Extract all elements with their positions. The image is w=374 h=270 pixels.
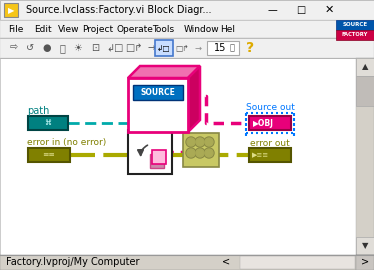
Text: error out: error out: [250, 139, 290, 147]
Text: ▶OBJ: ▶OBJ: [253, 119, 274, 127]
Bar: [133, 85, 183, 100]
Text: View: View: [58, 25, 80, 33]
Polygon shape: [188, 66, 200, 132]
Text: ⏸: ⏸: [59, 43, 65, 53]
Circle shape: [205, 138, 213, 146]
Text: ↲□: ↲□: [157, 43, 171, 52]
Bar: [155, 40, 173, 56]
Text: Edit: Edit: [34, 25, 52, 33]
Bar: [128, 130, 172, 174]
Bar: [356, 76, 374, 106]
Polygon shape: [128, 66, 200, 78]
Text: SOURCE: SOURCE: [141, 88, 175, 97]
Bar: [4, 3, 18, 17]
Circle shape: [204, 137, 214, 147]
Bar: [336, 20, 374, 30]
Text: File: File: [8, 25, 23, 33]
Text: SOURCE: SOURCE: [343, 22, 368, 28]
Bar: [336, 30, 374, 40]
Bar: [356, 237, 374, 255]
Bar: [356, 255, 374, 270]
Text: ▶: ▶: [8, 6, 14, 15]
Bar: [0, 58, 356, 255]
Bar: [356, 255, 374, 270]
Text: Factory.lvproj/My Computer: Factory.lvproj/My Computer: [6, 257, 140, 267]
Text: ↺: ↺: [26, 43, 34, 53]
Text: ●: ●: [43, 43, 51, 53]
Bar: [0, 20, 374, 38]
Text: →: →: [148, 43, 156, 53]
Bar: [356, 58, 374, 76]
Text: Project: Project: [82, 25, 113, 33]
Text: ⊡: ⊡: [91, 43, 99, 53]
Text: Hel: Hel: [220, 25, 235, 33]
Circle shape: [204, 148, 214, 158]
Bar: [356, 58, 374, 255]
Bar: [249, 148, 291, 162]
Text: —: —: [267, 5, 277, 15]
Text: error in (no error): error in (no error): [27, 139, 106, 147]
Text: FACTORY: FACTORY: [342, 32, 368, 38]
Text: Tools: Tools: [152, 25, 174, 33]
Bar: [0, 38, 374, 58]
Text: ▲: ▲: [362, 62, 368, 72]
Text: <: <: [222, 257, 230, 267]
Circle shape: [186, 148, 196, 158]
Text: ▶≡≡: ▶≡≡: [252, 152, 269, 158]
Text: Source out: Source out: [246, 103, 294, 113]
Text: □: □: [296, 5, 306, 15]
Text: 15: 15: [214, 43, 226, 53]
Circle shape: [195, 137, 205, 147]
Text: 🔍: 🔍: [230, 43, 234, 52]
Bar: [207, 41, 239, 55]
Text: ▼: ▼: [362, 241, 368, 251]
Bar: [240, 256, 355, 269]
Text: Operate: Operate: [117, 25, 154, 33]
Circle shape: [187, 138, 195, 146]
Bar: [0, 255, 374, 270]
Text: ?: ?: [246, 41, 254, 55]
Circle shape: [195, 148, 205, 158]
Text: path: path: [27, 106, 49, 116]
Text: ✕: ✕: [324, 5, 334, 15]
Bar: [150, 154, 164, 168]
Text: □↱: □↱: [125, 43, 143, 53]
Bar: [28, 148, 70, 162]
Bar: [28, 116, 68, 130]
Text: ≡≡: ≡≡: [43, 150, 55, 160]
Circle shape: [186, 137, 196, 147]
Circle shape: [196, 138, 204, 146]
Text: Window: Window: [184, 25, 220, 33]
Circle shape: [187, 149, 195, 157]
Circle shape: [196, 149, 204, 157]
Bar: [249, 116, 291, 130]
Text: →: →: [194, 43, 202, 52]
Bar: [128, 78, 188, 132]
Text: ↲□: ↲□: [106, 43, 124, 53]
Text: Source.lvclass:Factory.vi Block Diagr...: Source.lvclass:Factory.vi Block Diagr...: [26, 5, 212, 15]
Text: ☀: ☀: [74, 43, 82, 53]
Text: □↱: □↱: [175, 43, 189, 52]
Text: ⇨: ⇨: [10, 43, 18, 53]
Bar: [152, 150, 166, 164]
Bar: [0, 0, 374, 20]
Bar: [183, 133, 219, 167]
Circle shape: [205, 149, 213, 157]
Text: >: >: [361, 257, 369, 267]
Text: ⌘: ⌘: [45, 120, 52, 126]
